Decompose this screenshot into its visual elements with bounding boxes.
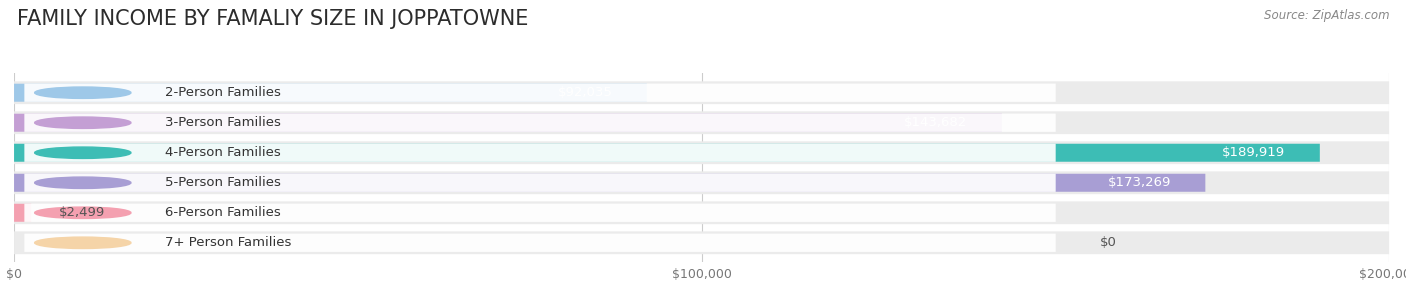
FancyBboxPatch shape: [24, 144, 1056, 162]
Text: $143,682: $143,682: [904, 116, 967, 129]
FancyBboxPatch shape: [14, 111, 1389, 134]
Text: 3-Person Families: 3-Person Families: [166, 116, 281, 129]
FancyBboxPatch shape: [24, 234, 1056, 252]
FancyBboxPatch shape: [14, 144, 1320, 162]
Text: 6-Person Families: 6-Person Families: [166, 206, 281, 219]
FancyBboxPatch shape: [24, 204, 1056, 222]
FancyBboxPatch shape: [24, 174, 1056, 192]
Text: $92,035: $92,035: [558, 86, 613, 99]
Text: 5-Person Families: 5-Person Families: [166, 176, 281, 189]
Ellipse shape: [35, 177, 131, 188]
FancyBboxPatch shape: [24, 84, 1056, 102]
Text: $0: $0: [1101, 236, 1118, 249]
FancyBboxPatch shape: [14, 114, 1002, 132]
Ellipse shape: [35, 87, 131, 99]
FancyBboxPatch shape: [14, 201, 1389, 224]
Text: 2-Person Families: 2-Person Families: [166, 86, 281, 99]
Ellipse shape: [35, 237, 131, 249]
FancyBboxPatch shape: [14, 81, 1389, 104]
FancyBboxPatch shape: [14, 174, 1205, 192]
FancyBboxPatch shape: [14, 171, 1389, 194]
Text: 4-Person Families: 4-Person Families: [166, 146, 281, 159]
FancyBboxPatch shape: [14, 141, 1389, 164]
Ellipse shape: [35, 147, 131, 158]
Text: 7+ Person Families: 7+ Person Families: [166, 236, 291, 249]
Ellipse shape: [35, 207, 131, 218]
FancyBboxPatch shape: [14, 204, 31, 222]
Ellipse shape: [35, 117, 131, 128]
FancyBboxPatch shape: [14, 231, 1389, 254]
FancyBboxPatch shape: [14, 84, 647, 102]
Text: FAMILY INCOME BY FAMALIY SIZE IN JOPPATOWNE: FAMILY INCOME BY FAMALIY SIZE IN JOPPATO…: [17, 9, 529, 29]
Text: $2,499: $2,499: [59, 206, 105, 219]
Text: Source: ZipAtlas.com: Source: ZipAtlas.com: [1264, 9, 1389, 22]
Text: $173,269: $173,269: [1108, 176, 1171, 189]
Text: $189,919: $189,919: [1222, 146, 1285, 159]
FancyBboxPatch shape: [24, 113, 1056, 132]
